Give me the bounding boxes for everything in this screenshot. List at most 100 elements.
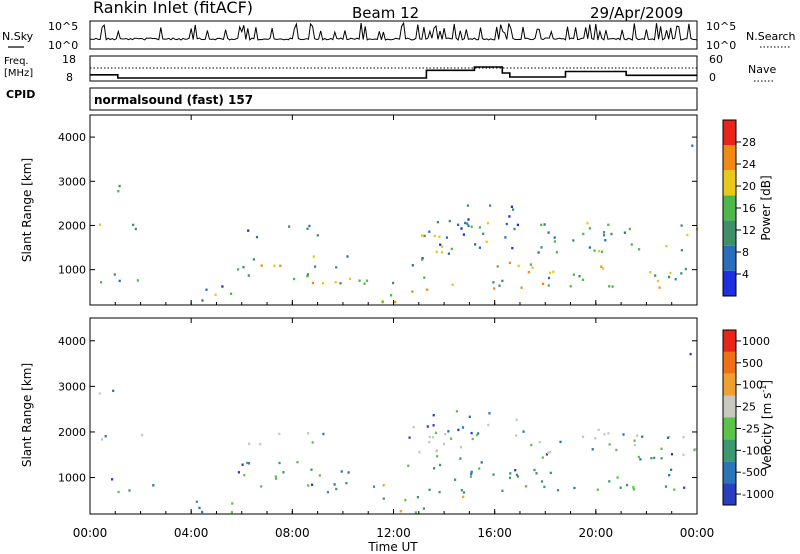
time-x-axis: 00:00 04:00 08:00 12:00 16:00 20:00 00:00 — [73, 115, 714, 540]
colorbar-swatch — [723, 245, 736, 271]
echo-cell — [469, 475, 472, 478]
mode-label: normalsound (fast) 157 — [94, 93, 253, 107]
echo-cell — [467, 218, 470, 221]
echo-cell — [610, 232, 613, 236]
echo-cell — [666, 436, 670, 439]
echo-cell — [444, 433, 447, 436]
velocity-y-axis: 1000 2000 3000 4000 — [58, 335, 697, 485]
echo-cell — [462, 495, 465, 499]
echo-cell — [492, 473, 495, 476]
echo-cell — [347, 471, 350, 474]
echo-cell — [104, 435, 107, 438]
echo-cell — [100, 438, 104, 441]
velocity-echoes — [98, 352, 697, 514]
echo-cell — [296, 461, 299, 464]
echo-cell — [306, 273, 309, 276]
echo-cell — [581, 278, 585, 281]
echo-cell — [260, 485, 263, 488]
echo-cell — [547, 231, 550, 234]
echo-cell — [543, 485, 546, 489]
y-tick-label: 4000 — [58, 131, 86, 144]
echo-cell — [594, 437, 597, 440]
echo-cell — [485, 240, 488, 243]
echo-cell — [363, 282, 366, 285]
echo-cell — [553, 240, 556, 243]
echo-cell — [464, 221, 467, 225]
echo-cell — [470, 470, 473, 474]
echo-cell — [668, 474, 671, 477]
echo-cell — [669, 271, 672, 275]
echo-cell — [535, 472, 538, 475]
echo-cell — [668, 275, 671, 279]
cpid-label: CPID — [6, 88, 35, 101]
echo-cell — [433, 234, 436, 238]
echo-cell — [632, 488, 635, 491]
echo-cell — [514, 469, 517, 472]
velocity-colorbar: 1000 500 100 25 -25 -100 -500 -1000 — [722, 329, 774, 506]
echo-cell — [316, 234, 319, 237]
echo-cell — [537, 251, 540, 254]
echo-cell — [439, 243, 442, 246]
echo-cell — [489, 204, 492, 207]
echo-cell — [622, 433, 625, 436]
echo-cell — [496, 265, 499, 268]
echo-cell — [416, 496, 419, 499]
y-tick-label: 3000 — [58, 175, 86, 188]
echo-cell — [451, 283, 454, 286]
echo-cell — [597, 428, 600, 431]
echo-cell — [454, 478, 457, 481]
nave-right-tick-bottom: 0 — [709, 71, 716, 84]
echo-cell — [100, 281, 103, 284]
echo-cell — [467, 224, 470, 227]
x-tick-label: 08:00 — [275, 526, 310, 540]
nave-right-tick-top: 60 — [709, 53, 723, 66]
echo-cell — [543, 223, 546, 226]
echo-cell — [399, 510, 402, 513]
echo-cell — [447, 252, 450, 255]
echo-cell — [412, 425, 415, 429]
echo-cell — [404, 498, 407, 502]
echo-cell — [480, 461, 483, 464]
echo-cell — [488, 412, 491, 415]
beam-title: Beam 12 — [352, 4, 419, 22]
echo-cell — [372, 485, 376, 488]
echo-cell — [460, 489, 463, 492]
echo-cell — [650, 457, 653, 460]
echo-cell — [549, 471, 552, 475]
echo-cell — [461, 426, 465, 429]
echo-cell — [588, 246, 591, 249]
echo-cell — [633, 439, 636, 442]
echo-cell — [466, 204, 469, 207]
colorbar-tick-label: 12 — [742, 224, 756, 237]
echo-cell — [660, 447, 663, 450]
echo-cell — [420, 234, 424, 237]
echo-cell — [307, 484, 310, 487]
echo-cell — [248, 442, 251, 445]
echo-cell — [422, 507, 425, 510]
echo-cell — [418, 451, 421, 454]
echo-cell — [445, 236, 448, 239]
echo-cell — [436, 455, 439, 458]
echo-cell — [586, 222, 589, 225]
echo-cell — [462, 491, 466, 494]
echo-cell — [339, 282, 342, 285]
echo-cell — [306, 227, 309, 230]
echo-cell — [468, 415, 471, 418]
echo-cell — [392, 281, 395, 285]
echo-cell — [152, 484, 155, 487]
echo-cell — [273, 264, 276, 267]
echo-cell — [540, 480, 544, 483]
echo-cell — [515, 434, 518, 437]
echo-cell — [288, 225, 291, 228]
echo-cell — [476, 433, 479, 437]
echo-cell — [602, 231, 606, 234]
echo-cell — [428, 440, 431, 444]
echo-cell — [522, 430, 525, 433]
echo-cell — [282, 471, 285, 474]
frequency-trace — [90, 66, 697, 79]
echo-cell — [311, 483, 314, 486]
echo-cell — [293, 277, 296, 281]
echo-cell — [128, 489, 131, 492]
echo-cell — [318, 474, 321, 477]
echo-cell — [439, 463, 442, 467]
